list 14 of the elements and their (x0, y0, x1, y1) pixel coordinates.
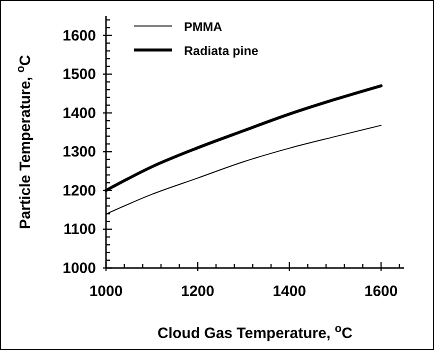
x-axis-title: Cloud Gas Temperature, $^{o}$C (158, 323, 353, 342)
y-tick-label: 1200 (62, 182, 96, 200)
y-tick-label: 1500 (62, 66, 96, 84)
x-tick-label: 1000 (89, 283, 123, 300)
x-tick-label: 1600 (364, 283, 398, 300)
y-tick-label: 1600 (62, 27, 96, 44)
y-tick-label: 1300 (62, 144, 96, 161)
y-tick-label: 1400 (62, 104, 96, 122)
x-tick-label: 1200 (181, 283, 214, 300)
legend-label: PMMA (184, 20, 222, 34)
legend-label: Radiata pine (184, 44, 258, 58)
y-tick-label: 1100 (63, 221, 96, 238)
x-tick-label: 1400 (272, 283, 306, 300)
y-tick-label: 1000 (62, 260, 96, 277)
